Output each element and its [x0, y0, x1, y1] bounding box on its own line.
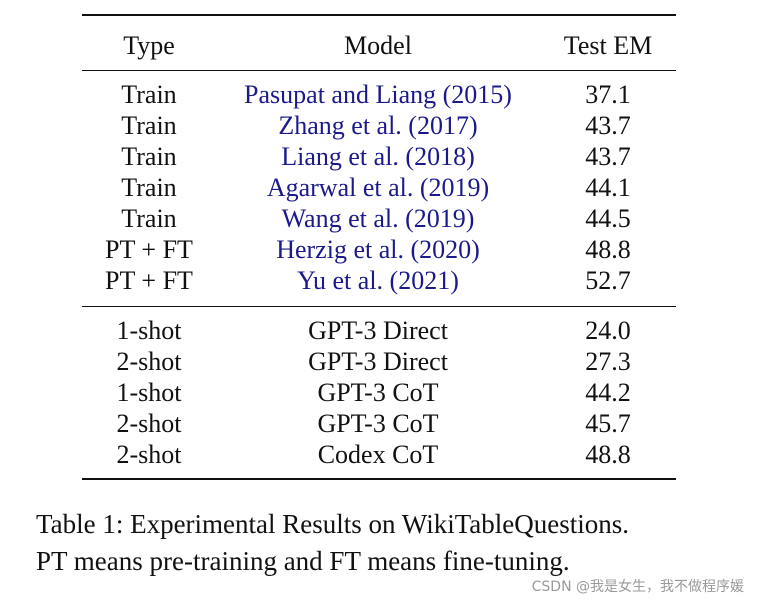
caption-line-1: Table 1: Experimental Results on WikiTab…	[36, 509, 630, 539]
row-type: Train	[121, 111, 177, 140]
row-type: 1-shot	[116, 378, 182, 407]
row-model: Codex CoT	[317, 440, 439, 469]
caption-line-2: PT means pre-training and FT means fine-…	[36, 546, 570, 576]
row-test-em: 48.8	[585, 440, 631, 469]
header-model: Model	[344, 30, 412, 60]
table-row: Train Pasupat and Liang (2015) 37.1	[82, 70, 676, 111]
header-type: Type	[123, 30, 175, 60]
row-type: 2-shot	[116, 347, 182, 376]
finetuned-group: Train Pasupat and Liang (2015) 37.1 Trai…	[82, 70, 676, 307]
row-test-em: 37.1	[585, 80, 631, 109]
row-type: Train	[121, 80, 177, 109]
table-caption: Table 1: Experimental Results on WikiTab…	[36, 506, 736, 580]
row-test-em: 44.5	[585, 204, 631, 233]
row-model: GPT-3 CoT	[317, 378, 439, 407]
table-row: PT + FT Yu et al. (2021) 52.7	[82, 265, 676, 307]
table-header-row: Type Model Test EM	[82, 15, 676, 71]
row-type: PT + FT	[105, 266, 193, 295]
table-row: Train Zhang et al. (2017) 43.7	[82, 110, 676, 141]
row-type: 2-shot	[116, 409, 182, 438]
row-model-citation[interactable]: Herzig et al. (2020)	[276, 235, 480, 264]
header-test-em: Test EM	[563, 30, 653, 60]
row-model-citation[interactable]: Yu et al. (2021)	[297, 266, 459, 295]
row-test-em: 43.7	[585, 111, 631, 140]
row-type: 2-shot	[116, 440, 182, 469]
row-test-em: 48.8	[585, 235, 631, 264]
row-model-citation[interactable]: Zhang et al. (2017)	[278, 111, 478, 140]
row-test-em: 45.7	[585, 409, 631, 438]
table-row: 2-shot GPT-3 CoT 45.7	[82, 408, 676, 439]
results-table-container: Type Model Test EM Train Pasupat and Lia…	[82, 14, 676, 480]
row-type: PT + FT	[105, 235, 193, 264]
row-test-em: 44.1	[585, 173, 631, 202]
fewshot-group: 1-shot GPT-3 Direct 24.0 2-shot GPT-3 Di…	[82, 306, 676, 479]
table-row: Train Agarwal et al. (2019) 44.1	[82, 172, 676, 203]
table-row: PT + FT Herzig et al. (2020) 48.8	[82, 234, 676, 265]
row-model: GPT-3 Direct	[308, 347, 448, 376]
table-row: Train Wang et al. (2019) 44.5	[82, 203, 676, 234]
results-table: Type Model Test EM Train Pasupat and Lia…	[82, 14, 676, 480]
row-model-citation[interactable]: Liang et al. (2018)	[281, 142, 475, 171]
table-row: 1-shot GPT-3 CoT 44.2	[82, 377, 676, 408]
row-type: Train	[121, 204, 177, 233]
row-test-em-best: 52.7	[585, 266, 631, 295]
table-row: 1-shot GPT-3 Direct 24.0	[82, 306, 676, 347]
csdn-watermark: CSDN @我是女生，我不做程序媛	[531, 579, 744, 595]
row-test-em: 27.3	[585, 347, 631, 376]
row-model-citation[interactable]: Wang et al. (2019)	[281, 204, 475, 233]
row-test-em: 44.2	[585, 378, 631, 407]
row-test-em: 43.7	[585, 142, 631, 171]
table-row: Train Liang et al. (2018) 43.7	[82, 141, 676, 172]
row-type: Train	[121, 173, 177, 202]
row-model-citation[interactable]: Pasupat and Liang (2015)	[244, 80, 512, 109]
table-row: 2-shot GPT-3 Direct 27.3	[82, 346, 676, 377]
row-model-citation[interactable]: Agarwal et al. (2019)	[266, 173, 490, 202]
table-row: 2-shot Codex CoT 48.8	[82, 439, 676, 479]
row-type: 1-shot	[116, 316, 182, 345]
row-model: GPT-3 CoT	[317, 409, 439, 438]
row-model: GPT-3 Direct	[308, 316, 448, 345]
row-test-em: 24.0	[585, 316, 631, 345]
row-type: Train	[121, 142, 177, 171]
